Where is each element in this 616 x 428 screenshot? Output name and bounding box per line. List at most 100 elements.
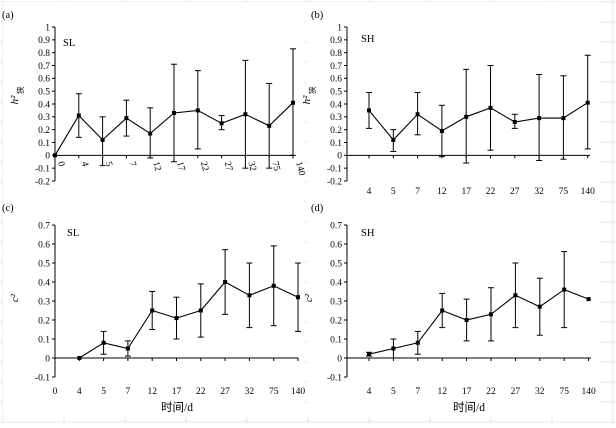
panel-a-panel-label: (a) xyxy=(2,10,14,21)
panel-d-y-tick-label: 0.4 xyxy=(330,278,342,288)
panel-a-x-tick-label: 17 xyxy=(174,161,186,173)
panel-b-x-tick-label: 5 xyxy=(391,187,396,197)
panel-a-y-axis-label: h² xyxy=(9,95,21,105)
panel-b-x-tick-label: 12 xyxy=(437,187,447,197)
panel-d-background xyxy=(307,195,600,417)
panel-b-x-tick-label: 27 xyxy=(510,187,520,197)
panel-b-y-tick-label: 0.8 xyxy=(330,49,342,59)
panel-b-y-tick-label: 0.3 xyxy=(330,113,342,123)
panel-d-series-label: SH xyxy=(361,228,375,239)
panel-c-data-point xyxy=(247,293,252,298)
panel-b-series-label: SH xyxy=(361,34,375,45)
panel-a-y-tick-label: -0.1 xyxy=(35,164,50,174)
panel-d-x-tick-label: 32 xyxy=(535,387,545,397)
panel-b-data-point xyxy=(391,137,396,142)
panel-b-series-line xyxy=(368,102,588,141)
panel-c-y-tick-label: 0.4 xyxy=(38,278,50,288)
panel-c-x-tick-label: 17 xyxy=(172,387,182,397)
panel-a-y-tick-label: 0.8 xyxy=(38,49,50,59)
panel-c-x-tick-label: 27 xyxy=(220,387,230,397)
panel-a-data-point xyxy=(219,121,224,126)
panel-b-x-tick-label: 7 xyxy=(415,187,420,197)
panel-a-y-tick-label: 0.5 xyxy=(38,87,50,97)
panel-c-data-point xyxy=(101,340,106,345)
panel-d-y-tick-label: 0.3 xyxy=(330,297,342,307)
panel-b-x-tick-label: 4 xyxy=(367,187,372,197)
panel-d-data-point xyxy=(415,340,420,345)
panel-c-data-point xyxy=(296,295,300,300)
panel-d-x-tick-label: 5 xyxy=(391,387,396,397)
panel-d-data-point xyxy=(513,293,518,298)
panel-b-x-tick-label: 140 xyxy=(581,187,596,197)
panel-d-panel-label: (d) xyxy=(311,203,324,214)
panel-c-x-tick-label: 140 xyxy=(291,387,306,397)
panel-a-data-point xyxy=(100,137,105,142)
panel-d-x-tick-label: 27 xyxy=(511,387,521,397)
panel-b-data-point xyxy=(464,114,469,119)
panel-b-data-point xyxy=(512,119,517,124)
panel-d-y-tick-label: 0.7 xyxy=(330,221,342,231)
panel-a-data-point xyxy=(124,116,129,121)
panel-c-y-axis-label: c² xyxy=(9,293,21,302)
panel-b-x-tick-label: 17 xyxy=(461,187,471,197)
panel-b-data-point xyxy=(415,112,420,117)
panel-b-y-tick-label: 0.6 xyxy=(330,75,342,85)
panel-c-y-tick-label: 0.3 xyxy=(38,297,50,307)
panel-d-x-tick-label: 17 xyxy=(462,387,472,397)
panel-b-y-tick-label: 0.7 xyxy=(330,62,342,72)
panel-c-x-tick-label: 4 xyxy=(77,387,82,397)
panel-a-y-tick-label: 1 xyxy=(45,23,50,33)
panel-d-data-point xyxy=(489,312,493,317)
panel-c-x-tick-label: 7 xyxy=(126,387,131,397)
panel-b-y-tick-label: -0.2 xyxy=(327,177,342,187)
panel-d-y-tick-label: 0.6 xyxy=(330,240,342,250)
panel-c-y-tick-label: 0.7 xyxy=(38,221,50,231)
panel-a-x-tick-label: 22 xyxy=(198,161,210,173)
panel-c-y-tick-label: 0.2 xyxy=(38,316,50,326)
panel-a-data-point xyxy=(291,100,295,105)
panel-c-x-tick-label: 12 xyxy=(147,387,157,397)
panel-d-data-point xyxy=(537,304,542,309)
panel-c-data-point xyxy=(271,283,276,288)
panel-d-data-point xyxy=(464,318,469,322)
panel-b-data-point xyxy=(585,100,590,105)
panel-b-y-tick-label: 0 xyxy=(337,152,342,162)
panel-b-data-point xyxy=(367,108,371,113)
panel-a-y-tick-label: 0.1 xyxy=(38,139,50,149)
panel-b-panel-label: (b) xyxy=(311,10,324,21)
panel-d-data-point xyxy=(367,352,371,357)
panel-d-data-point xyxy=(586,297,591,302)
panel-b-data-point xyxy=(488,105,493,110)
panel-a-x-tick-label: 27 xyxy=(222,161,234,173)
panel-b-y-axis-label: h² xyxy=(301,95,313,105)
panel-a-y-tick-label: -0.2 xyxy=(35,177,50,187)
panel-c-x-tick-label: 5 xyxy=(101,387,106,397)
panel-a-data-point xyxy=(243,112,248,117)
panel-b-data-point xyxy=(561,116,566,121)
panel-c-y-tick-label: 0.5 xyxy=(38,259,50,269)
panel-c-background xyxy=(3,195,303,417)
panel-a-x-tick-label: 12 xyxy=(150,161,162,173)
panel-a-y-tick-label: 0.4 xyxy=(38,100,50,110)
panel-b-x-tick-label: 22 xyxy=(486,187,496,197)
panel-a-y-tick-label: 0.6 xyxy=(38,75,50,85)
panel-a-data-point xyxy=(53,153,57,158)
panel-b-y-tick-label: -0.1 xyxy=(327,164,342,174)
panel-d-data-point xyxy=(391,346,396,351)
panel-b-x-tick-label: 75 xyxy=(559,187,569,197)
panel-b-y-tick-label: 0.5 xyxy=(330,87,342,97)
panel-d-y-tick-label: 0 xyxy=(337,354,342,364)
panel-b-y-tick-label: 0.2 xyxy=(330,126,342,136)
panel-d-data-point xyxy=(562,287,567,292)
panel-d-y-tick-label: 0.1 xyxy=(330,335,342,345)
panel-a-data-point xyxy=(267,123,272,128)
panel-a-y-tick-label: 0.2 xyxy=(38,126,50,136)
panel-d-x-tick-label: 12 xyxy=(437,387,447,397)
panel-c-panel-label: (c) xyxy=(2,203,14,214)
panel-a-x-tick-label: 5 xyxy=(103,161,114,168)
panel-c-x-tick-label: 22 xyxy=(196,387,206,397)
panel-d-data-point xyxy=(440,308,445,313)
panel-d-y-tick-label: 0.2 xyxy=(330,316,342,326)
panel-a-data-point xyxy=(172,110,176,115)
